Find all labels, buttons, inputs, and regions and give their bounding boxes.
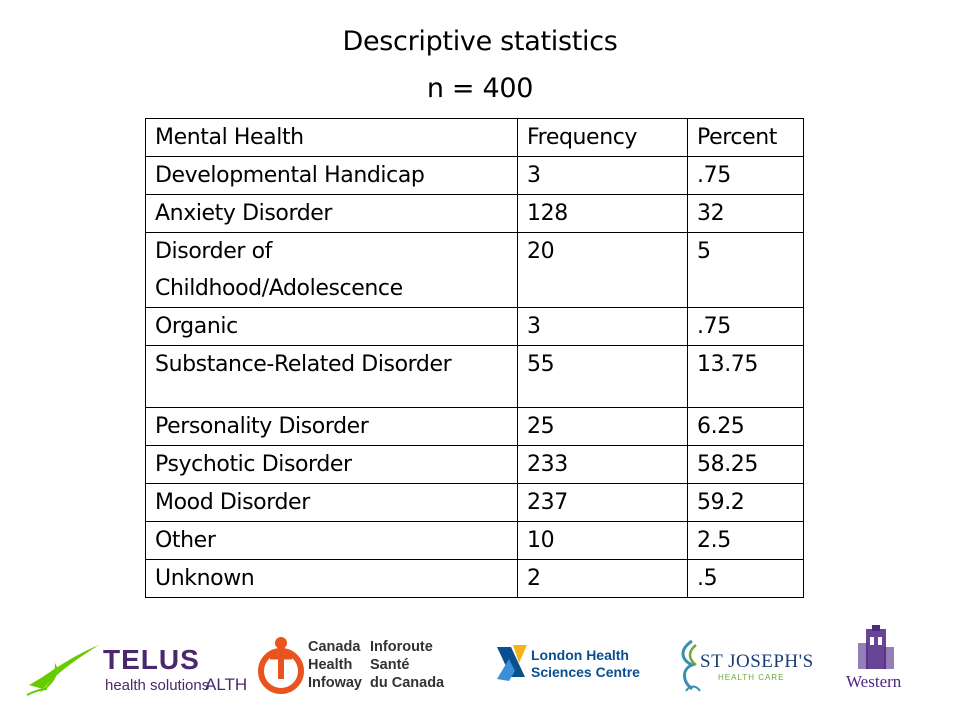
header-mental-health: Mental Health xyxy=(145,118,518,157)
table-row: Disorder of Childhood/Adolescence 20 5 xyxy=(145,232,804,308)
lhsc-wordmark: London Health Sciences Centre xyxy=(531,647,640,680)
row-label: Substance-Related Disorder xyxy=(145,345,518,408)
table-header-row: Mental Health Frequency Percent xyxy=(145,118,804,157)
table-row: Anxiety Disorder 128 32 xyxy=(145,194,804,233)
table-row: Organic 3 .75 xyxy=(145,307,804,346)
row-label: Disorder of Childhood/Adolescence xyxy=(145,232,518,308)
row-percent: 5 xyxy=(687,232,804,308)
row-percent: 13.75 xyxy=(687,345,804,408)
row-frequency: 25 xyxy=(517,407,688,446)
table-row: Unknown 2 .5 xyxy=(145,559,804,598)
row-label: Organic xyxy=(145,307,518,346)
infoway-logo: Canada Health Infoway Inforoute Santé du… xyxy=(258,635,448,705)
table-row: Personality Disorder 25 6.25 xyxy=(145,407,804,446)
row-frequency: 3 xyxy=(517,156,688,195)
table-row: Developmental Handicap 3 .75 xyxy=(145,156,804,195)
row-percent: 2.5 xyxy=(687,521,804,560)
table-row: Mood Disorder 237 59.2 xyxy=(145,483,804,522)
row-percent: 6.25 xyxy=(687,407,804,446)
st-josephs-wordmark: ST JOSEPH'S xyxy=(700,651,814,672)
row-frequency: 3 xyxy=(517,307,688,346)
telus-swoosh-icon xyxy=(26,645,99,696)
row-frequency: 128 xyxy=(517,194,688,233)
header-frequency: Frequency xyxy=(517,118,688,157)
row-percent: 32 xyxy=(687,194,804,233)
telus-wordmark: TELUS xyxy=(103,644,200,675)
table-row: Substance-Related Disorder 55 13.75 xyxy=(145,345,804,408)
row-label: Personality Disorder xyxy=(145,407,518,446)
slide-subtitle: n = 400 xyxy=(426,73,534,104)
row-frequency: 20 xyxy=(517,232,688,308)
header-percent: Percent xyxy=(687,118,804,157)
row-frequency: 10 xyxy=(517,521,688,560)
slide-title: Descriptive statistics xyxy=(342,26,618,57)
st-josephs-emblem-icon xyxy=(681,639,701,692)
row-label: Other xyxy=(145,521,518,560)
row-percent: .75 xyxy=(687,156,804,195)
row-percent: .5 xyxy=(687,559,804,598)
row-label: Unknown xyxy=(145,559,518,598)
sponsor-logos: TELUS health solutions ALTH Canada Healt… xyxy=(0,625,960,720)
row-percent: 59.2 xyxy=(687,483,804,522)
infoway-french: Inforoute Santé du Canada xyxy=(370,639,445,691)
infoway-english: Canada Health Infoway xyxy=(308,639,362,691)
telus-logo: TELUS health solutions ALTH xyxy=(25,637,255,697)
st-josephs-subtitle: HEALTH CARE xyxy=(718,673,785,682)
western-logo: Western xyxy=(840,625,920,695)
telus-alth: ALTH xyxy=(205,675,248,694)
row-frequency: 233 xyxy=(517,445,688,484)
row-label: Anxiety Disorder xyxy=(145,194,518,233)
st-josephs-logo: ST JOSEPH'S HEALTH CARE xyxy=(678,635,828,705)
lhsc-logo: London Health Sciences Centre xyxy=(495,639,645,699)
infoway-emblem-icon xyxy=(258,637,304,694)
row-label: Psychotic Disorder xyxy=(145,445,518,484)
table-row: Other 10 2.5 xyxy=(145,521,804,560)
table-row: Psychotic Disorder 233 58.25 xyxy=(145,445,804,484)
row-label: Developmental Handicap xyxy=(145,156,518,195)
row-frequency: 237 xyxy=(517,483,688,522)
statistics-table: Mental Health Frequency Percent Developm… xyxy=(145,118,804,598)
lhsc-emblem-icon xyxy=(497,645,527,681)
row-percent: 58.25 xyxy=(687,445,804,484)
telus-subtitle: health solutions xyxy=(105,677,210,694)
row-label: Mood Disorder xyxy=(145,483,518,522)
western-wordmark: Western xyxy=(846,672,902,691)
row-percent: .75 xyxy=(687,307,804,346)
row-frequency: 55 xyxy=(517,345,688,408)
row-frequency: 2 xyxy=(517,559,688,598)
western-tower-icon xyxy=(858,625,894,669)
